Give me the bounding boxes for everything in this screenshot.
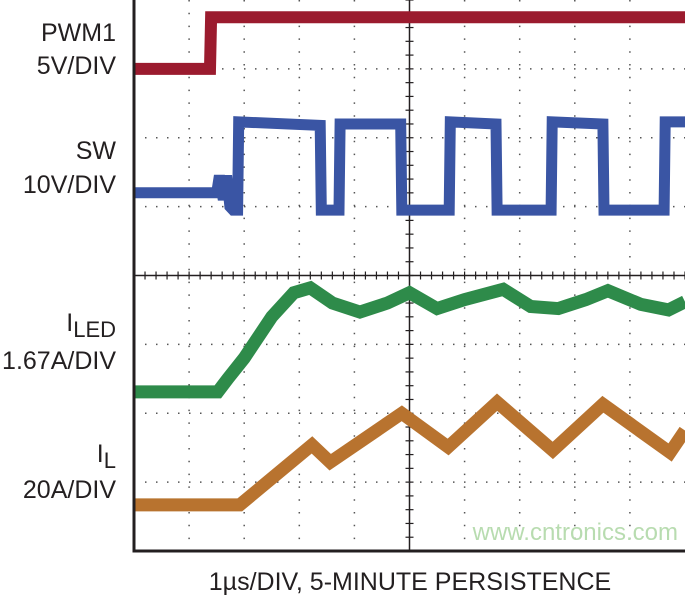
sw-label: SW <box>76 137 117 165</box>
il-label: IL <box>97 440 116 473</box>
plot-frame <box>132 0 685 553</box>
iled-scale-label: 1.67A/DIV <box>2 347 116 375</box>
x-axis-label: 1µs/DIV, 5-MINUTE PERSISTENCE <box>209 568 611 596</box>
trace-pwm1 <box>134 11 685 75</box>
watermark: www.cntronics.com <box>472 519 678 546</box>
traces <box>134 11 685 512</box>
sw-scale-label: 10V/DIV <box>23 171 116 199</box>
pwm1-label: PWM1 <box>41 19 116 47</box>
trace-sw <box>134 116 685 216</box>
trace-i-led <box>134 280 685 399</box>
trace-i-l <box>134 393 685 512</box>
pwm1-scale-label: 5V/DIV <box>37 52 117 80</box>
iled-label: ILED <box>66 309 116 342</box>
grid <box>133 0 685 552</box>
il-scale-label: 20A/DIV <box>23 476 116 504</box>
